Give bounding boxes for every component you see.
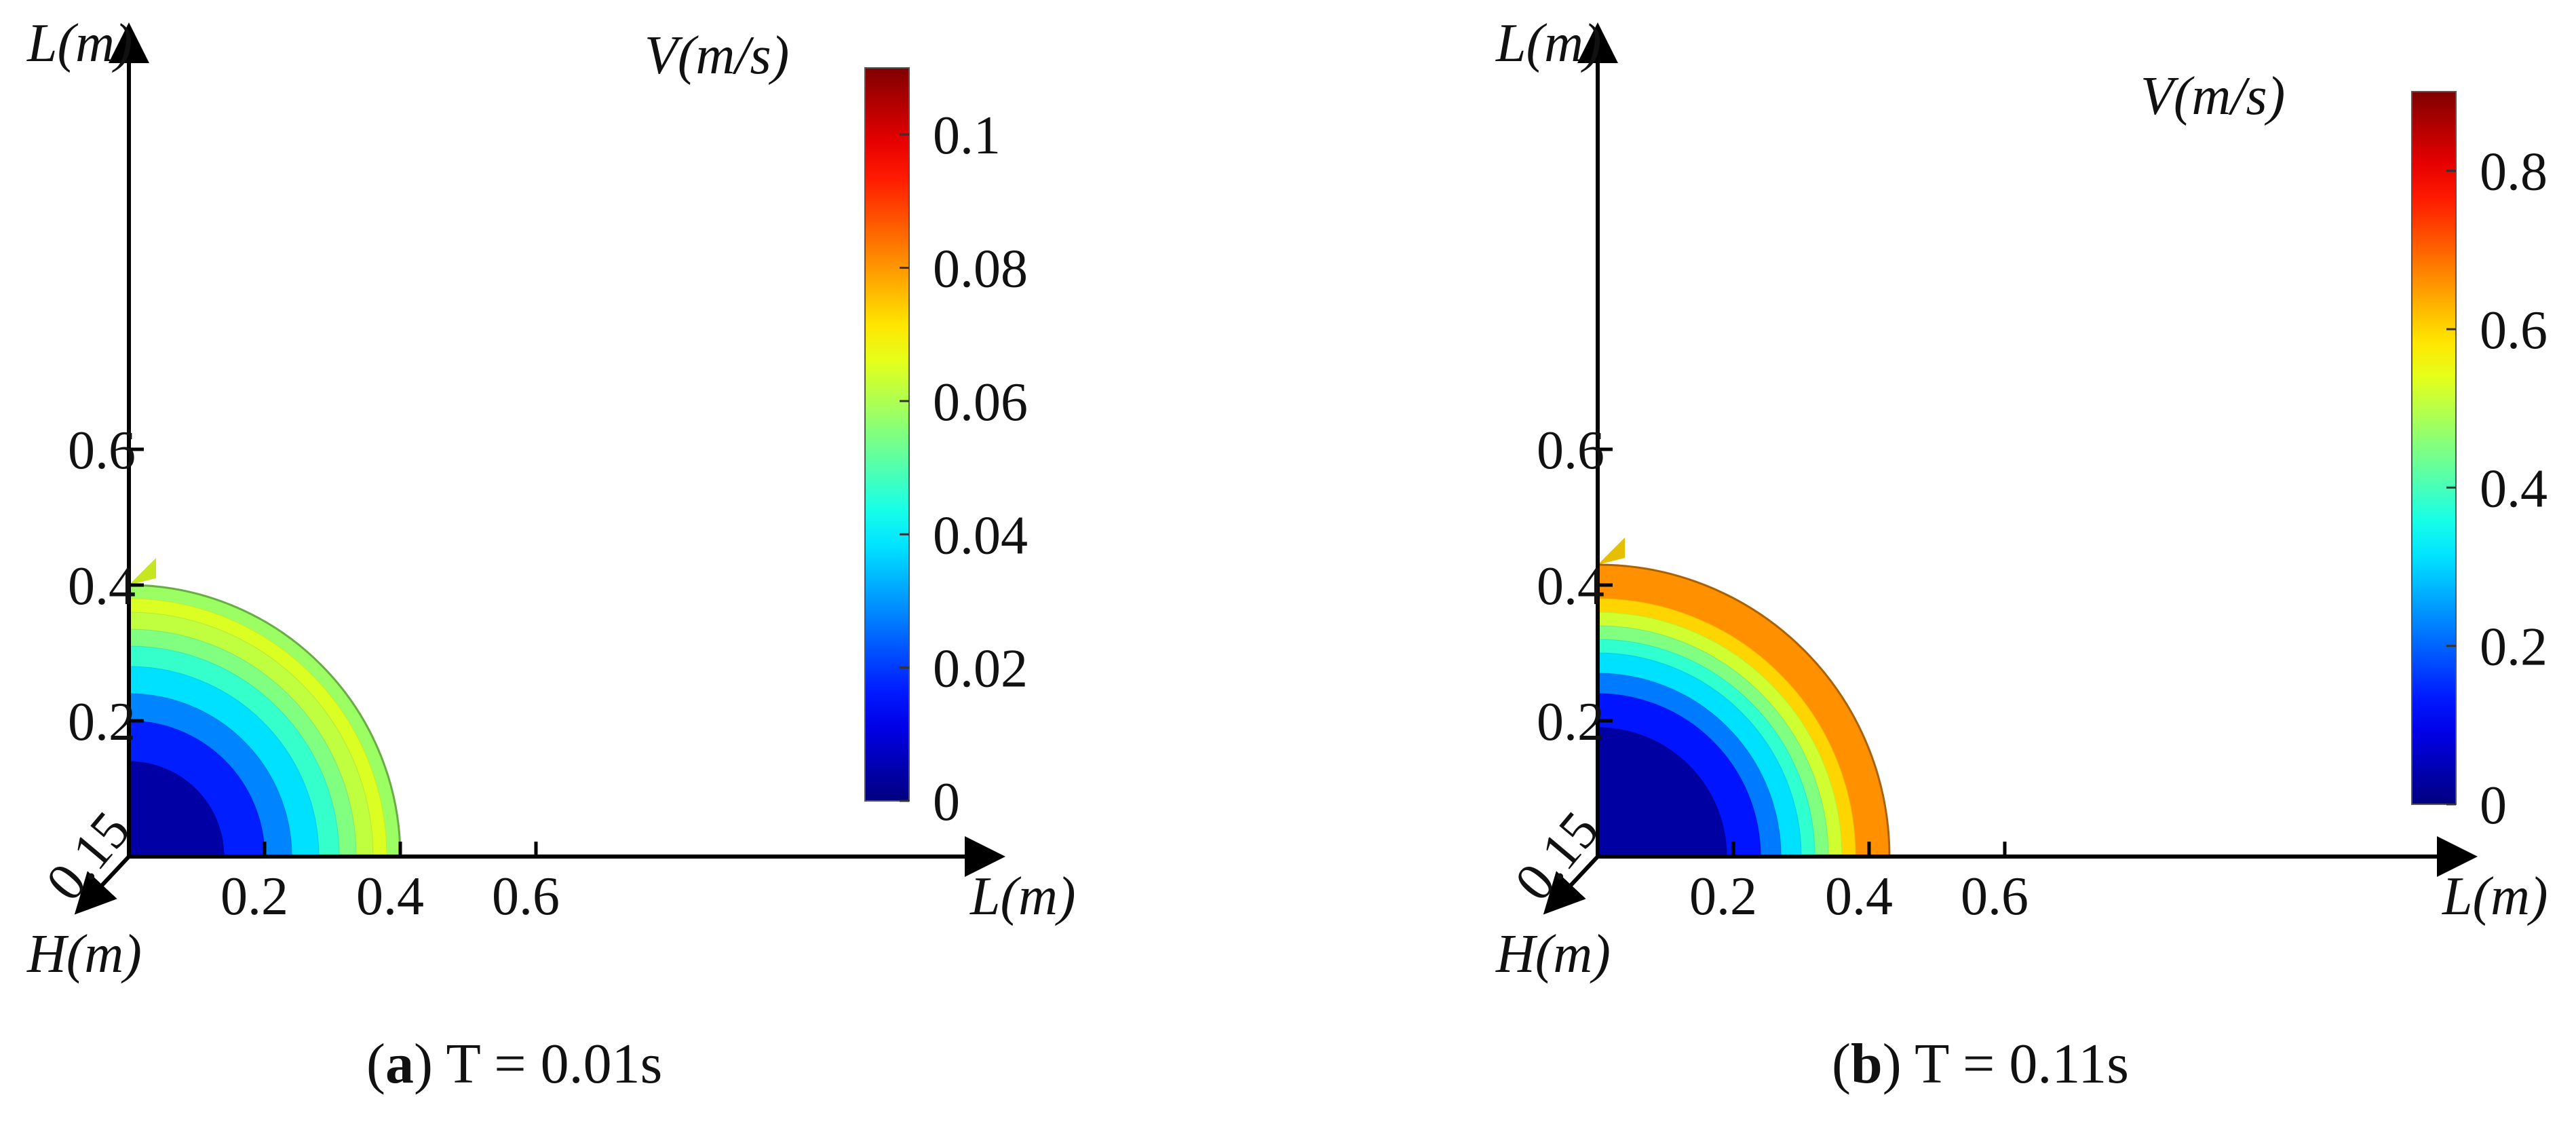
colorbar-tick-label: 0.06 bbox=[933, 373, 1028, 432]
depth-tick-label: 0.15 bbox=[35, 801, 141, 912]
horizontal-tick-label: 0.4 bbox=[356, 867, 424, 926]
colorbar-tick-label: 0.08 bbox=[933, 240, 1028, 299]
depth-axis bbox=[1543, 855, 1600, 915]
colorbar-tick-label: 0.4 bbox=[2480, 459, 2548, 519]
colorbar-tick-label: 0.1 bbox=[933, 106, 1001, 166]
colorbar-tick-label: 0.6 bbox=[2480, 301, 2548, 360]
colorbar-tick-label: 0.2 bbox=[2480, 618, 2548, 677]
vertical-tick-label: 0.6 bbox=[68, 421, 136, 481]
horizontal-tick-label: 0.2 bbox=[1689, 867, 1757, 926]
colorbar-tick-label: 0 bbox=[933, 772, 960, 832]
vertical-tick-label: 0.4 bbox=[1537, 557, 1604, 616]
contour-outer-edge bbox=[128, 584, 402, 857]
vertical-tick-label: 0.2 bbox=[68, 692, 136, 752]
vertical-axis-label: L(m) bbox=[1495, 14, 1602, 73]
contour-band-1 bbox=[128, 761, 225, 857]
horizontal-tick-label: 0.6 bbox=[492, 867, 560, 926]
colorbar-tick-label: 0 bbox=[2480, 776, 2507, 836]
colorbar-label: V(m/s) bbox=[645, 26, 789, 86]
vertical-axis-label: L(m) bbox=[26, 14, 133, 73]
vertical-tick-label: 0.2 bbox=[1537, 692, 1604, 752]
horizontal-tick-label: 0.6 bbox=[1961, 867, 2029, 926]
depth-tick-label: 0.15 bbox=[1503, 801, 1610, 912]
vertical-tick-label: 0.4 bbox=[68, 557, 136, 616]
horizontal-axis-label: L(m) bbox=[2442, 867, 2548, 926]
panel-letter: a bbox=[385, 1032, 414, 1095]
panel-b: 0.2 0.4 0.6 0.2 0.4 0.6 0.15 L(m) L(m) H(m) 0 0.2 0.… bbox=[1495, 14, 2548, 1095]
depth-axis-label: H(m) bbox=[26, 924, 142, 984]
colorbar bbox=[2411, 91, 2457, 805]
horizontal-axis-label: L(m) bbox=[969, 867, 1076, 926]
colorbar-tick-label: 0.04 bbox=[933, 506, 1028, 565]
horizontal-tick-label: 0.2 bbox=[220, 867, 288, 926]
panel-caption: (a) T = 0.01s bbox=[366, 1032, 662, 1095]
contour-side-face bbox=[129, 558, 156, 585]
vertical-tick-label: 0.6 bbox=[1537, 421, 1604, 481]
depth-axis-label: H(m) bbox=[1495, 924, 1611, 984]
panel-caption: (b) T = 0.11s bbox=[1832, 1032, 2129, 1095]
colorbar bbox=[864, 67, 910, 802]
panel-a: 0.2 0.4 0.6 0.2 0.4 0.6 0.15 L(m) L(m) H(m) 0 0.02 0… bbox=[26, 14, 1076, 1095]
contour-side-face bbox=[1598, 538, 1625, 565]
panel-letter: b bbox=[1851, 1032, 1883, 1095]
contour-band-1 bbox=[1597, 727, 1727, 857]
horizontal-tick-label: 0.4 bbox=[1825, 867, 1893, 926]
panel-caption-text: T = 0.01s bbox=[446, 1032, 662, 1095]
depth-axis bbox=[74, 855, 131, 915]
contour-outer-edge bbox=[1597, 563, 1891, 857]
panel-caption-text: T = 0.11s bbox=[1915, 1032, 2129, 1095]
colorbar-label: V(m/s) bbox=[2140, 67, 2285, 126]
colorbar-tick-label: 0.02 bbox=[933, 639, 1028, 699]
colorbar-tick-label: 0.8 bbox=[2480, 143, 2548, 202]
